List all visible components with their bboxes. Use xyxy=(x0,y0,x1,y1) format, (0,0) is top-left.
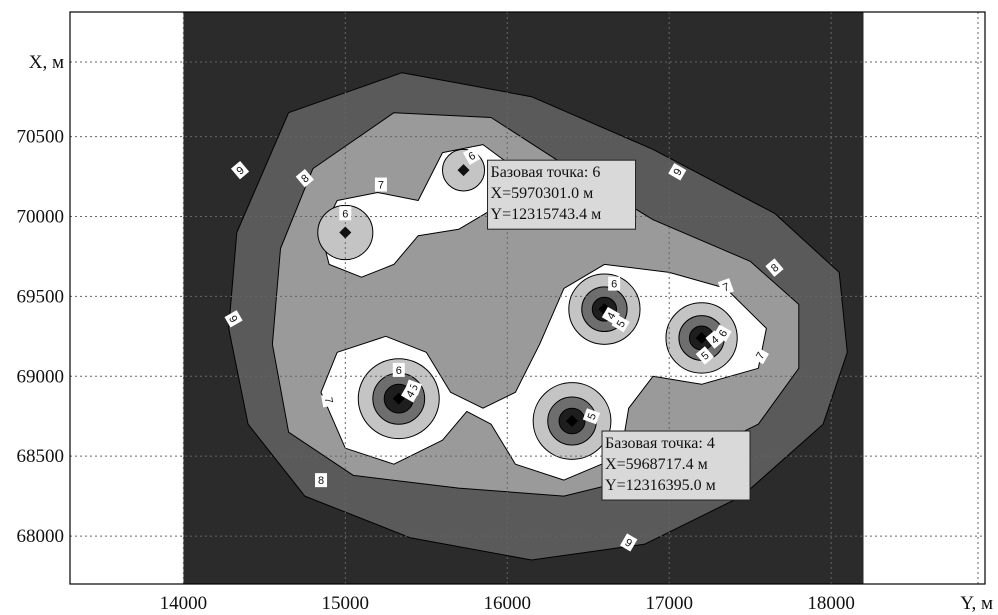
contour-label-text: 5 xyxy=(615,318,628,329)
contour-label-box xyxy=(620,533,638,552)
contour-label: 8 xyxy=(765,258,784,277)
contour-label: 6 xyxy=(608,276,621,291)
contour-label: 5 xyxy=(695,346,714,365)
contour-label-box xyxy=(705,330,724,349)
y-tick-label: 68500 xyxy=(17,446,65,467)
x-axis-label: Y, м xyxy=(960,593,993,614)
contour-label: 6 xyxy=(713,324,732,342)
annotation-line: X=5970301.0 м xyxy=(491,185,594,202)
contour-label: 5 xyxy=(582,408,601,425)
contour-label-box xyxy=(713,324,732,342)
contour-label-box xyxy=(717,278,734,296)
contour-label: 7 xyxy=(321,393,338,408)
contour-label-text: 9 xyxy=(671,167,684,178)
contour-label-box xyxy=(750,346,769,365)
contour-label: 9 xyxy=(230,160,250,180)
contour-label-text: 4 xyxy=(404,389,417,400)
contour-label: 4 xyxy=(601,306,620,325)
contour-label: 6 xyxy=(339,206,352,221)
contour-label: 7 xyxy=(717,278,734,296)
contour-label-box xyxy=(321,393,338,408)
source-markers xyxy=(339,164,708,428)
contour-label-text: 6 xyxy=(466,150,477,163)
y-tick-label: 69000 xyxy=(17,366,65,387)
source-marker xyxy=(339,226,352,239)
contour-label-box xyxy=(668,163,687,181)
x-tick-label: 15000 xyxy=(322,593,370,614)
contour-label: 4 xyxy=(705,330,724,349)
x-tick-label: 18000 xyxy=(807,593,855,614)
contour-label-text: 6 xyxy=(342,208,348,220)
source-marker xyxy=(457,164,470,177)
contour-label-text: 6 xyxy=(611,279,617,291)
grid-lines xyxy=(70,12,985,584)
contour-label-text: 8 xyxy=(318,475,324,487)
contour-label-box xyxy=(230,160,250,180)
contour-label: 4 xyxy=(401,385,420,403)
contour-label: 6 xyxy=(462,146,481,165)
contour-label: 8 xyxy=(315,473,328,488)
contour-label-box xyxy=(608,276,621,291)
contour-label-text: 7 xyxy=(322,396,335,404)
contour-label: 9 xyxy=(620,533,638,552)
y-tick-label: 69500 xyxy=(17,286,65,307)
contour-label-box xyxy=(295,168,314,188)
y-axis-label: X, м xyxy=(29,52,64,73)
contour-label-box xyxy=(601,306,620,325)
source-marker xyxy=(695,331,708,344)
annotation-line: Y=12316395.0 м xyxy=(605,477,716,494)
annotation-line: Базовая точка: 6 xyxy=(491,164,601,181)
annotation-background xyxy=(487,159,637,230)
y-tick-label: 68000 xyxy=(17,526,65,547)
contour-label-box xyxy=(462,146,481,165)
annotation-box: Базовая точка: 6 X=5970301.0 м Y=12315743.… xyxy=(487,159,637,230)
annotation-line: Y=12315743.4 м xyxy=(491,206,602,223)
contour-label-text: 7 xyxy=(721,281,731,294)
contour-label-box xyxy=(582,408,601,425)
source-marker xyxy=(566,415,579,428)
contour-label-text: 7 xyxy=(754,350,767,361)
contour-label: 9 xyxy=(668,163,687,181)
contour-label-text: 9 xyxy=(226,314,239,325)
plot-frame xyxy=(69,11,986,585)
annotation-background xyxy=(601,430,751,501)
contour-label-text: 5 xyxy=(408,383,421,393)
contour-label-box xyxy=(374,177,387,192)
axes: 14000 15000 16000 17000 18000 68000 68500 69000… xyxy=(17,11,993,614)
contour-label: 8 xyxy=(295,168,314,188)
y-tick-label: 70500 xyxy=(17,127,65,148)
contour-label-box xyxy=(224,310,243,328)
contour-label-text: 5 xyxy=(586,412,599,422)
contour-label-box xyxy=(315,473,328,488)
contour-label-box xyxy=(695,346,714,365)
x-tick-label: 16000 xyxy=(484,593,532,614)
x-tick-label: 14000 xyxy=(160,593,208,614)
contour-label: 9 xyxy=(224,310,243,328)
contour-fills xyxy=(183,12,864,584)
contour-label-text: 7 xyxy=(378,180,384,192)
contour-label-box xyxy=(339,206,352,221)
contour-label-box xyxy=(765,258,784,277)
contour-label-text: 6 xyxy=(717,328,730,339)
contour-label: 7 xyxy=(750,346,769,365)
contour-label-text: 6 xyxy=(396,365,402,377)
x-tick-label: 17000 xyxy=(645,593,693,614)
annotation-line: Базовая точка: 4 xyxy=(605,435,715,452)
contour-region-7-south xyxy=(320,263,767,481)
contour-label-text: 9 xyxy=(623,537,634,550)
contour-label-box xyxy=(401,385,420,403)
contour-label-box xyxy=(392,362,405,377)
annotations: Базовая точка: 6 X=5970301.0 м Y=12315743.… xyxy=(487,159,751,501)
annotation-line: X=5968717.4 м xyxy=(605,456,708,473)
y-tick-label: 70000 xyxy=(17,207,65,228)
contour-label: 6 xyxy=(392,362,405,377)
contour-label: 7 xyxy=(374,177,387,192)
contour-label-text: 4 xyxy=(605,310,618,321)
annotation-box: Базовая точка: 4 X=5968717.4 м Y=12316395.… xyxy=(601,430,751,501)
